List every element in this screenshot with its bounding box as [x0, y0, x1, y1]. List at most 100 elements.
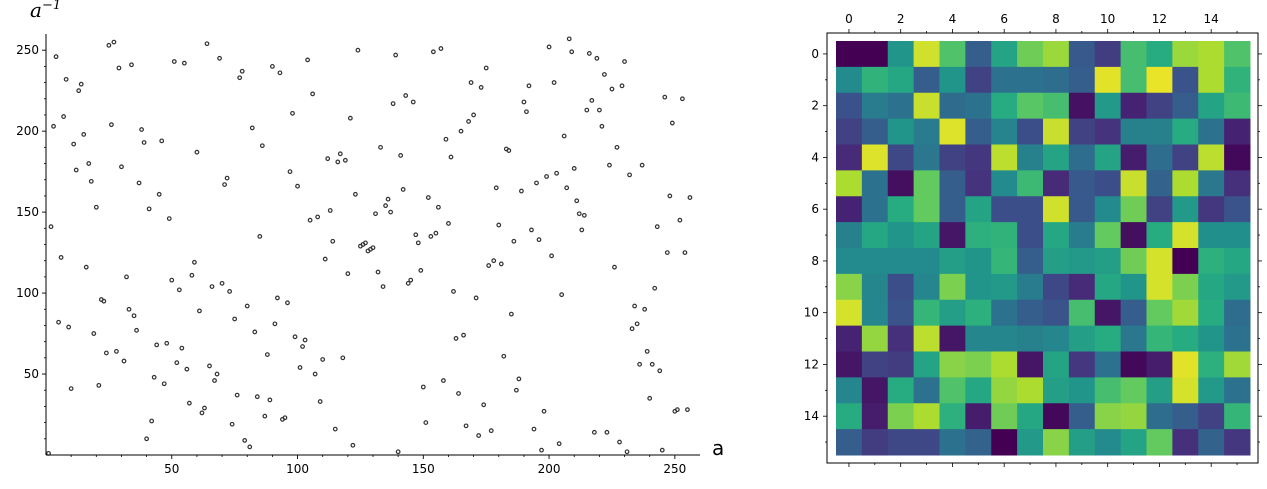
heatmap-cell: [913, 222, 940, 249]
scatter-point: [529, 227, 534, 233]
scatter-point: [373, 211, 378, 217]
scatter-point: [466, 119, 471, 124]
scatter-x-tick-label: 150: [412, 462, 435, 476]
scatter-point: [511, 238, 517, 244]
scatter-point: [310, 91, 316, 97]
heatmap-cell: [939, 196, 966, 223]
scatter-point: [549, 253, 554, 259]
heatmap-cell: [939, 222, 966, 249]
heatmap-cell: [1068, 429, 1096, 456]
scatter-y-axis-title: a−1: [30, 0, 61, 22]
heatmap-cell: [836, 118, 863, 145]
scatter-point: [244, 303, 250, 309]
heatmap-x-tick-label: 0: [845, 12, 853, 26]
heatmap-cell: [1094, 196, 1122, 223]
heatmap-cell: [1198, 325, 1225, 352]
scatter-y-tick-label: 150: [16, 205, 39, 219]
heatmap-y-tick-label: 6: [811, 202, 819, 216]
heatmap-cell: [1017, 118, 1044, 145]
heatmap-cell: [991, 325, 1018, 352]
scatter-point: [181, 60, 187, 66]
scatter-y-tick-label: 200: [16, 124, 39, 138]
scatter-point: [96, 382, 102, 388]
scatter-point: [473, 295, 479, 301]
heatmap-cell: [836, 222, 863, 249]
heatmap-cell: [887, 170, 915, 197]
scatter-point: [302, 337, 308, 343]
heatmap-cell: [991, 351, 1018, 378]
heatmap-cell: [1120, 248, 1147, 275]
heatmap-x-tick-label: 2: [897, 12, 905, 26]
scatter-point: [169, 277, 175, 283]
scatter-point: [71, 141, 77, 147]
heatmap-cell: [887, 92, 915, 120]
heatmap-cell: [1172, 196, 1199, 223]
scatter-point: [589, 97, 595, 103]
heatmap-cell: [1094, 403, 1122, 430]
heatmap-cell: [1094, 248, 1122, 275]
scatter-point: [581, 212, 587, 218]
scatter-point: [227, 289, 233, 294]
scatter-point: [491, 258, 497, 264]
scatter-point: [189, 272, 195, 278]
scatter-point: [277, 70, 283, 76]
heatmap-cell: [1043, 170, 1070, 197]
scatter-point: [627, 172, 632, 178]
heatmap-cell: [1043, 92, 1070, 120]
heatmap-cell: [1120, 351, 1147, 378]
scatter-point: [327, 208, 333, 213]
heatmap-x-tick-label: 14: [1204, 12, 1219, 26]
scatter-point: [315, 214, 321, 220]
scatter-point: [657, 368, 663, 374]
heatmap-cell: [1198, 196, 1225, 223]
scatter-x-tick-label: 100: [286, 462, 309, 476]
scatter-point: [139, 127, 144, 132]
heatmap-cell: [861, 429, 889, 456]
scatter-point: [632, 303, 637, 309]
scatter-point: [506, 148, 512, 153]
heatmap-cell: [861, 170, 889, 197]
heatmap-cell: [939, 144, 966, 171]
scatter-point: [664, 250, 670, 255]
scatter-point: [322, 256, 328, 262]
heatmap-cell: [939, 248, 966, 275]
scatter-point: [202, 405, 207, 411]
scatter-point: [332, 426, 338, 432]
heatmap-cell: [1120, 144, 1147, 171]
heatmap-cell: [1198, 403, 1225, 430]
heatmap-cell: [1120, 170, 1147, 197]
scatter-point: [219, 280, 225, 286]
scatter-point: [629, 326, 635, 332]
heatmap-cell: [991, 196, 1018, 223]
scatter-point: [81, 131, 87, 137]
heatmap-cell: [1224, 170, 1251, 197]
heatmap-cell: [1120, 429, 1147, 456]
heatmap-cell: [1146, 325, 1173, 352]
heatmap-cell: [861, 196, 889, 223]
heatmap-cell: [1224, 377, 1251, 404]
heatmap-cell: [991, 66, 1018, 94]
scatter-point: [584, 107, 590, 113]
heatmap-cell: [836, 170, 863, 197]
heatmap-cell: [913, 196, 940, 223]
heatmap-cell: [1120, 92, 1147, 120]
scatter-point: [622, 59, 627, 64]
heatmap-cell: [1198, 222, 1225, 249]
heatmap-cell: [1172, 429, 1199, 456]
heatmap-cell: [1094, 377, 1122, 404]
scatter-point: [546, 44, 552, 50]
heatmap-cell: [887, 377, 915, 404]
scatter-point: [486, 263, 492, 268]
heatmap-cell: [1017, 144, 1044, 171]
scatter-point: [176, 287, 182, 293]
scatter-point: [420, 384, 426, 390]
scatter-point: [290, 110, 295, 116]
scatter-point: [199, 410, 205, 416]
heatmap-cell: [1068, 66, 1096, 94]
heatmap-cell: [1224, 429, 1251, 456]
heatmap-cell: [991, 273, 1018, 301]
scatter-point: [144, 436, 150, 442]
heatmap-cell: [1146, 403, 1173, 430]
heatmap-y-tick-label: 0: [811, 47, 819, 61]
scatter-point: [217, 55, 222, 61]
